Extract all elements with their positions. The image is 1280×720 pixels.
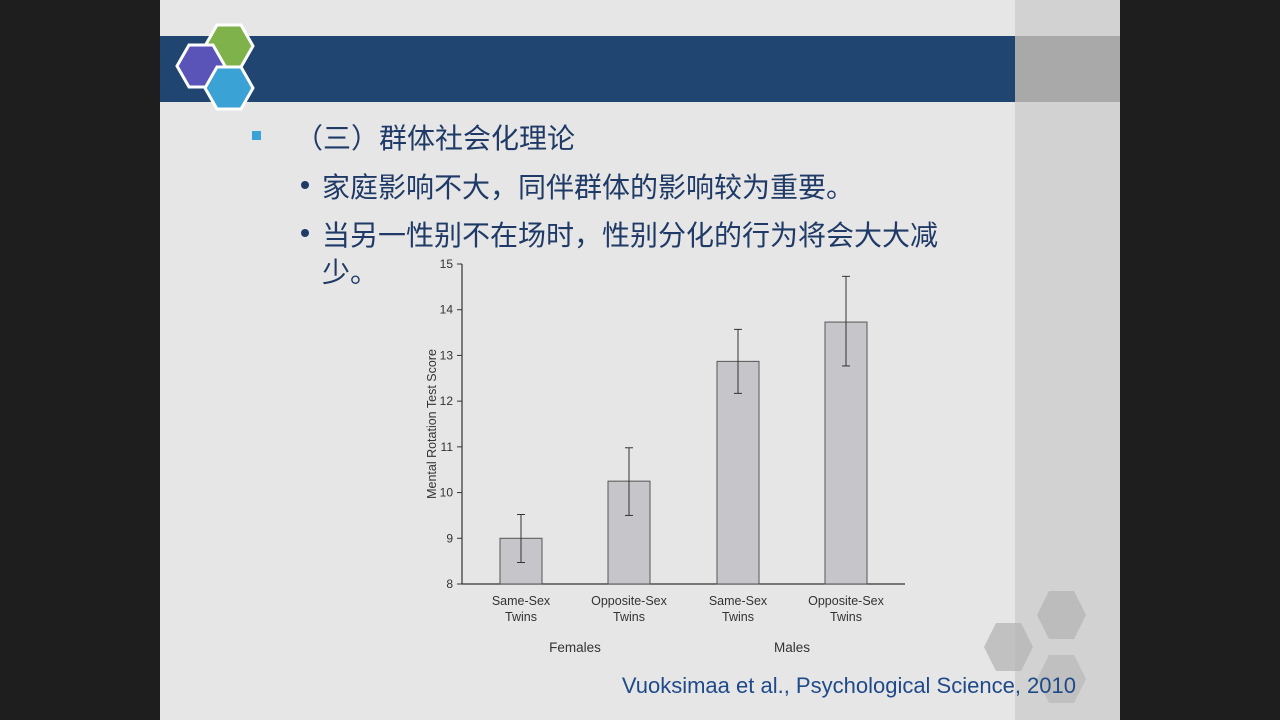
y-tick-label: 8 <box>446 577 453 591</box>
x-tick-label: Same-Sex <box>492 594 551 608</box>
y-tick-label: 12 <box>440 394 454 408</box>
y-tick-label: 11 <box>441 440 454 454</box>
citation: Vuoksimaa et al., Psychological Science,… <box>621 673 1076 698</box>
decorative-hexagons-icon <box>984 591 1086 703</box>
x-tick-label: Twins <box>613 610 645 624</box>
bullet-dot-icon <box>301 181 309 189</box>
x-tick-label: Same-Sex <box>709 594 768 608</box>
hexagon-logo-icon <box>175 23 255 111</box>
x-tick-label: Twins <box>830 610 862 624</box>
y-tick-label: 9 <box>446 531 453 545</box>
deco-hexagon <box>984 623 1033 671</box>
slide-heading: （三）群体社会化理论 <box>295 122 576 155</box>
deco-hexagon <box>1037 591 1086 639</box>
bar-chart: 8 9 10 11 12 13 14 15 Mental Rotation Test Score… <box>425 257 905 655</box>
x-tick-label: Twins <box>505 610 537 624</box>
y-tick-label: 15 <box>440 257 454 271</box>
bullet-square-icon <box>252 131 261 140</box>
slide: （三）群体社会化理论 家庭影响不大，同伴群体的影响较为重要。 当另一性别不在场时… <box>160 0 1120 720</box>
bullet-text-1: 家庭影响不大，同伴群体的影响较为重要。 <box>322 171 855 204</box>
deco-hexagon <box>1037 655 1086 703</box>
header-bar <box>160 36 1015 102</box>
header-bar-accent <box>1015 36 1120 102</box>
x-tick-label: Opposite-Sex <box>808 594 884 608</box>
y-axis-label: Mental Rotation Test Score <box>425 349 439 499</box>
bullet-text-2-continued: 少。 <box>322 256 379 289</box>
bullet-dot-icon <box>301 229 309 237</box>
blue-hexagon <box>203 65 255 111</box>
x-tick-label: Twins <box>722 610 754 624</box>
bar <box>716 360 760 585</box>
x-tick-label: Opposite-Sex <box>591 594 667 608</box>
group-label-males: Males <box>774 640 810 655</box>
y-tick-label: 14 <box>440 303 454 317</box>
y-tick-label: 13 <box>440 348 454 362</box>
y-tick-label: 10 <box>440 486 454 500</box>
bullet-text-2: 当另一性别不在场时，性别分化的行为将会大大减 <box>322 219 939 252</box>
group-label-females: Females <box>549 640 601 655</box>
